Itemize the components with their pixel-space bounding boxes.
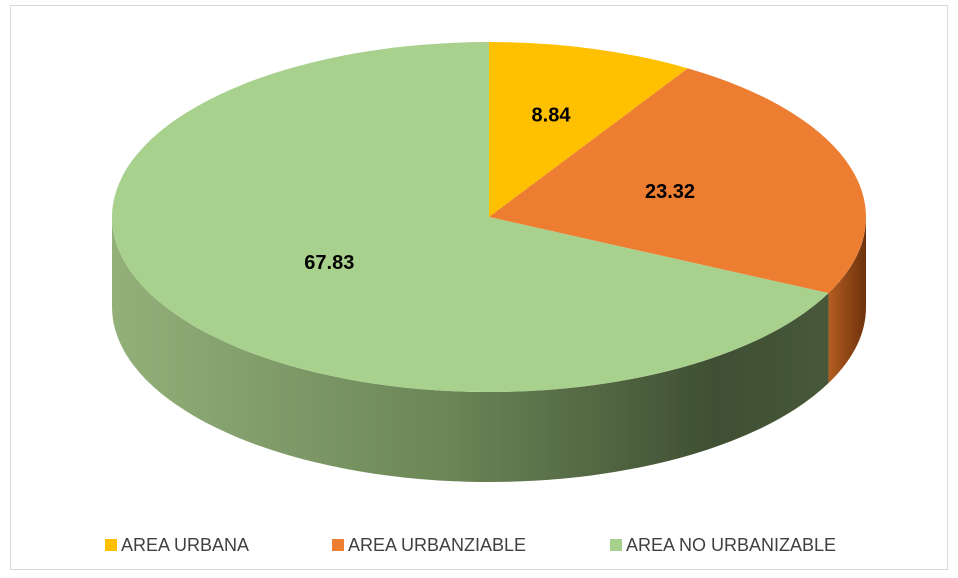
pie-slice [111, 42, 829, 392]
data-label: 23.32 [645, 181, 695, 203]
pie-slice [489, 42, 688, 217]
legend-label: AREA NO URBANIZABLE [626, 535, 836, 555]
legend-label: AREA URBANZIABLE [348, 535, 526, 555]
pie-slice [489, 68, 867, 294]
pie: 8.84 23.32 67.83 [111, 42, 867, 482]
data-label: 8.84 [532, 104, 572, 126]
pie-side [828, 217, 866, 384]
legend: AREA URBANA AREA URBANZIABLE AREA NO URBAN… [105, 535, 836, 555]
legend-label: AREA URBANA [121, 535, 249, 555]
legend-swatch [610, 539, 622, 551]
legend-swatch [105, 539, 117, 551]
data-label: 67.83 [304, 252, 354, 274]
pie-side [111, 217, 829, 482]
legend-swatch [332, 539, 344, 551]
